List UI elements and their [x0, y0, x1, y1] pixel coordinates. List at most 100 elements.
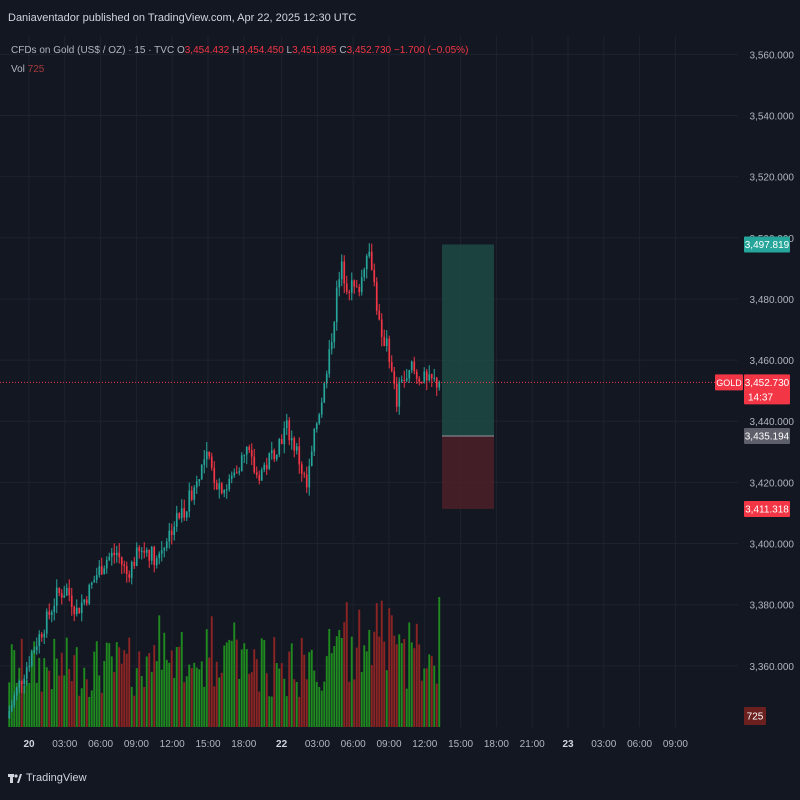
- candle-body: [130, 562, 133, 578]
- candle-body: [188, 490, 191, 512]
- candle-body: [335, 287, 338, 323]
- stop-loss-label: 3,411.318: [744, 500, 790, 517]
- price-axis-labels: 3,497.819 3,435.194 3,411.318 3,452.730 14:3…: [715, 236, 790, 725]
- volume-bar: [430, 656, 433, 727]
- volume-bar: [65, 637, 68, 727]
- candle-body: [298, 446, 301, 465]
- volume-bar: [93, 651, 96, 727]
- volume-bar: [35, 682, 38, 727]
- y-tick-label: 3,520.000: [750, 173, 795, 184]
- volume-bar: [45, 667, 48, 727]
- volume-bar: [360, 672, 363, 727]
- y-tick-label: 3,400.000: [750, 540, 795, 551]
- volume-bar: [300, 637, 303, 727]
- candle-body: [360, 277, 363, 293]
- volume-bar: [275, 663, 278, 727]
- candle-body: [353, 280, 356, 287]
- candle-body: [123, 564, 126, 566]
- long-position-tool[interactable]: [442, 244, 494, 509]
- x-tick-label: 03:00: [305, 739, 330, 750]
- volume-bar: [58, 675, 61, 727]
- candle-body: [113, 552, 116, 556]
- candle-body: [358, 287, 361, 293]
- volume-bar: [100, 692, 103, 727]
- y-tick-label: 3,540.000: [750, 111, 795, 122]
- x-tick-label: 09:00: [663, 739, 688, 750]
- candle-body: [283, 428, 286, 445]
- volume-bar: [108, 643, 111, 727]
- volume-bar: [308, 652, 311, 727]
- candle-body: [275, 454, 278, 460]
- candle-body: [383, 336, 386, 347]
- candle-body: [318, 414, 321, 424]
- chart-area[interactable]: 3,360.000 3,380.000 3,400.000 3,420.000 3,44…: [0, 36, 800, 764]
- volume-bar: [263, 640, 266, 727]
- volume-bar: [125, 653, 128, 727]
- volume-bar: [368, 629, 371, 727]
- candle-body: [208, 451, 211, 457]
- candle-body: [183, 508, 186, 518]
- volume-bar: [310, 649, 313, 727]
- candle-body: [38, 634, 41, 647]
- candle-body: [303, 473, 306, 475]
- candle-body: [55, 587, 58, 606]
- x-tick-label: 03:00: [52, 739, 77, 750]
- tradingview-logo-icon: [8, 774, 22, 783]
- volume-bar: [390, 615, 393, 727]
- candle-body: [125, 565, 128, 575]
- x-tick-label: 18:00: [484, 739, 509, 750]
- grid-lines: [0, 36, 738, 727]
- candle-body: [425, 371, 428, 381]
- candle-body: [398, 381, 401, 407]
- candle-body: [140, 550, 143, 552]
- candle-body: [120, 557, 123, 565]
- y-tick-label: 3,460.000: [750, 356, 795, 367]
- volume-bar: [163, 632, 166, 727]
- candle-body: [63, 595, 66, 598]
- volume-bar: [348, 681, 351, 727]
- candle-body: [323, 383, 326, 403]
- volume-bar: [193, 662, 196, 727]
- symbol-tag: GOLD: [716, 378, 742, 388]
- candle-body: [338, 279, 341, 288]
- candle-body: [25, 667, 28, 679]
- candle-body: [158, 553, 161, 559]
- volume-bar: [85, 679, 88, 727]
- candle-body: [18, 681, 21, 688]
- candle-body: [220, 483, 223, 494]
- candle-body: [295, 446, 298, 451]
- candle-body: [105, 559, 108, 569]
- candle-body: [70, 595, 73, 607]
- volume-bar: [110, 656, 113, 727]
- legend-close: 3,452.730: [346, 45, 392, 56]
- take-profit-label-text: 3,497.819: [745, 240, 790, 251]
- candle-body: [245, 446, 248, 455]
- candle-body: [393, 371, 396, 384]
- legend-high-label: H: [232, 45, 240, 56]
- candle-body: [438, 382, 441, 388]
- x-tick-label: 06:00: [627, 739, 652, 750]
- volume-legend: Vol 725: [11, 64, 44, 75]
- footer-brand[interactable]: TradingView: [8, 772, 87, 784]
- volume-bar: [223, 645, 226, 727]
- volume-bar: [283, 678, 286, 727]
- volume-bar: [405, 688, 408, 727]
- candle-body: [288, 420, 291, 441]
- time-axis[interactable]: 20 03:00 06:00 09:00 12:00 15:00 18:00 22 03:00 0…: [23, 739, 688, 750]
- volume-bar: [403, 639, 406, 727]
- candle-body: [385, 338, 388, 347]
- candle-body: [433, 377, 436, 379]
- volume-bar: [353, 679, 356, 727]
- candle-body: [48, 611, 51, 615]
- y-tick-label: 3,480.000: [750, 295, 795, 306]
- candle-body: [190, 490, 193, 500]
- volume-bar: [373, 631, 376, 727]
- volume-bar: [365, 651, 368, 727]
- volume-bar: [320, 690, 323, 727]
- candle-body: [108, 556, 111, 560]
- legend-close-label: C: [339, 45, 347, 56]
- candle-body: [100, 566, 103, 575]
- candle-body: [285, 420, 288, 429]
- legend-high: 3,454.450: [239, 45, 284, 56]
- published-byline: Daniaventador published on TradingView.c…: [8, 12, 357, 24]
